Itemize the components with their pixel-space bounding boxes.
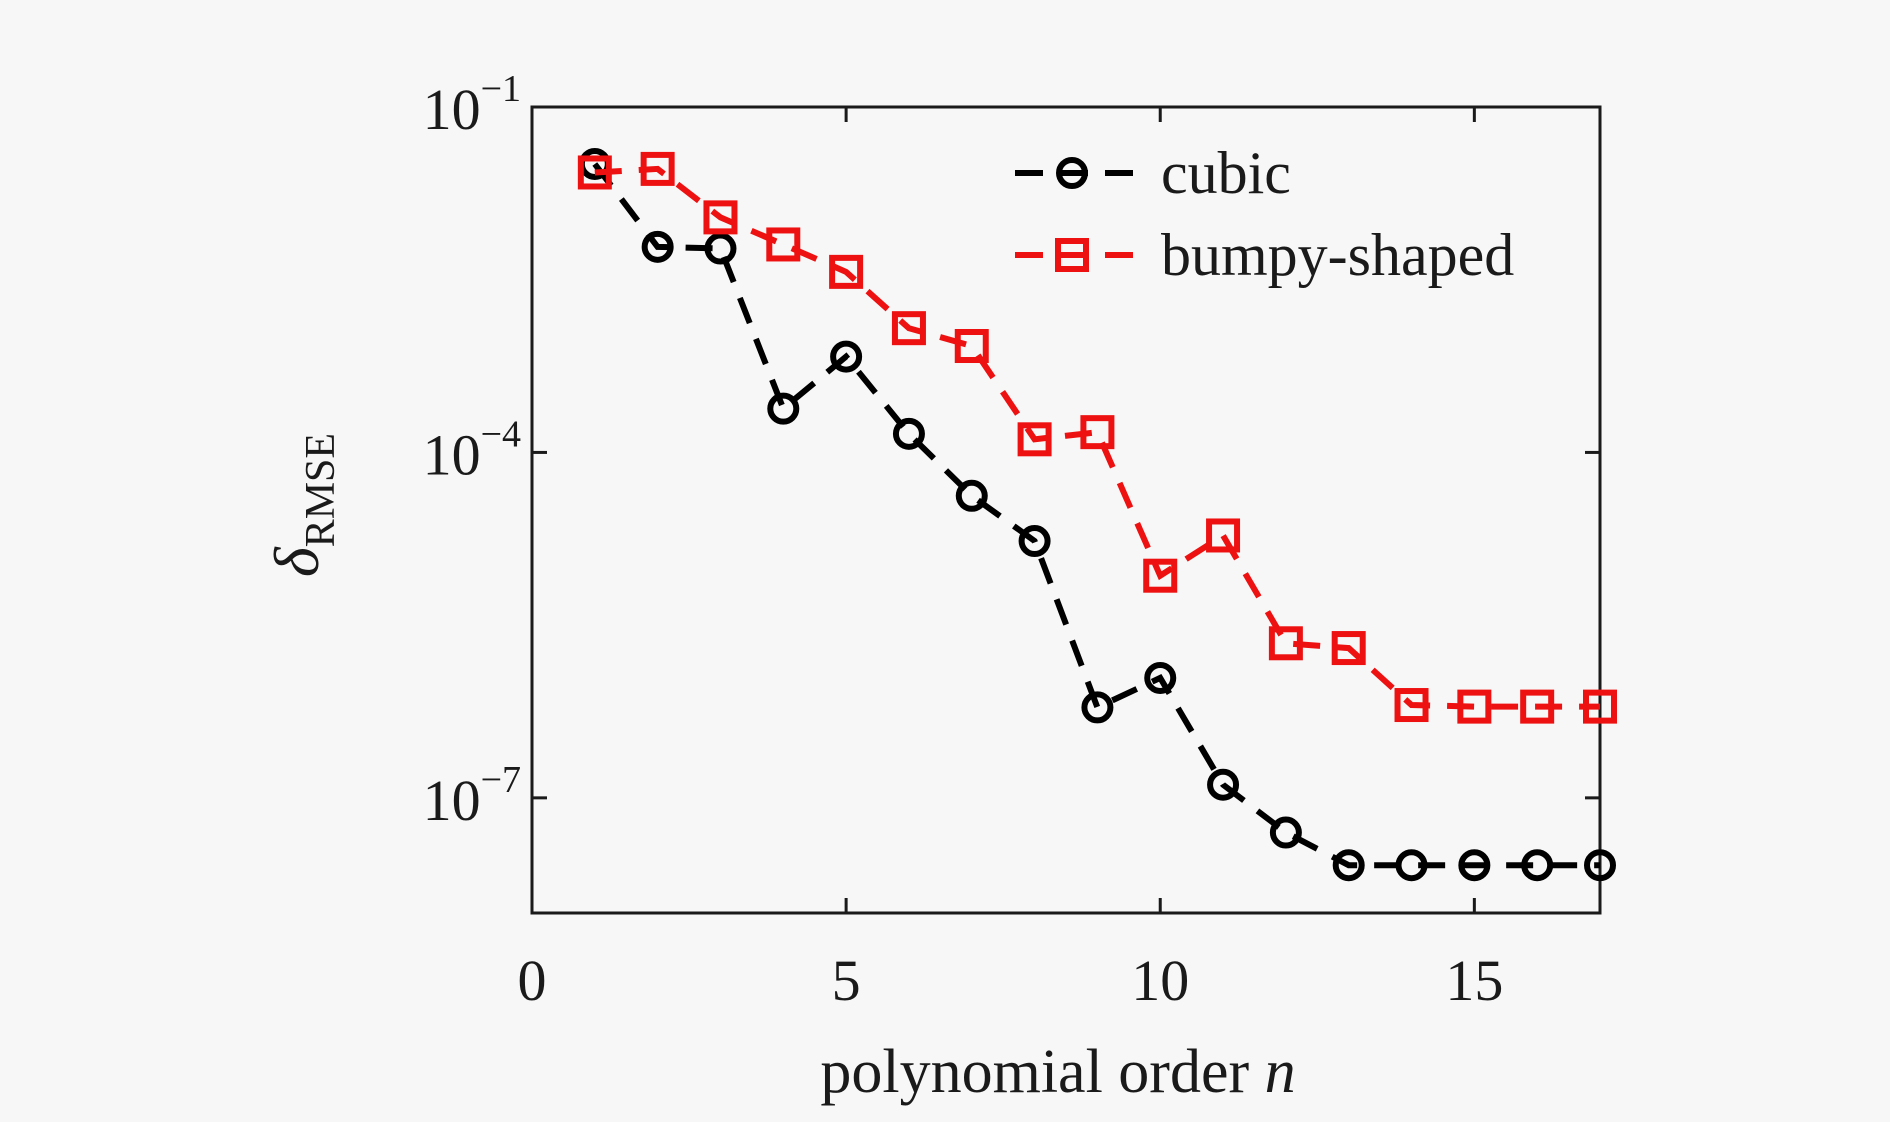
x-tick-label: 10 — [1131, 948, 1189, 1013]
series-bumpy-shaped-line — [594, 165, 1600, 710]
series-bumpy-shaped-marker — [1143, 558, 1178, 593]
x-tick-label: 15 — [1445, 948, 1503, 1013]
series-cubic-marker — [1332, 849, 1365, 882]
series-cubic-marker — [1018, 525, 1051, 558]
legend-entry-cubic: cubic — [1015, 140, 1291, 206]
series-bumpy-shaped-marker — [1331, 631, 1366, 666]
series-bumpy-shaped-marker — [891, 311, 926, 346]
series-cubic-marker — [1269, 816, 1302, 849]
series-bumpy-shaped-marker — [829, 254, 864, 289]
y-axis-label: δRMSE — [261, 433, 344, 577]
series-cubic-marker — [955, 479, 988, 512]
series-cubic-marker — [830, 340, 863, 373]
legend-marker-square — [1055, 238, 1089, 272]
plot-border — [530, 105, 1602, 915]
series-bumpy-shaped-marker — [1017, 422, 1052, 457]
series-cubic-marker — [1081, 691, 1114, 724]
x-axis-label: polynomial order n — [820, 1038, 1295, 1106]
x-tick-label: 5 — [832, 948, 861, 1013]
series-bumpy-shaped-marker — [1583, 689, 1617, 724]
series-bumpy-shaped-marker — [1457, 689, 1492, 724]
series-cubic-marker — [767, 392, 800, 425]
series-bumpy-shaped-marker — [1394, 688, 1429, 723]
legend-label: bumpy-shaped — [1161, 222, 1514, 288]
series-cubic-marker — [1144, 661, 1177, 694]
series-bumpy-shaped-marker — [766, 227, 801, 262]
legend-label: cubic — [1161, 140, 1291, 206]
y-tick-label: 10−4 — [423, 413, 521, 487]
series-cubic-marker — [1521, 849, 1554, 882]
series-bumpy-shaped-marker — [640, 151, 675, 186]
series-bumpy-shaped-marker — [577, 155, 612, 190]
x-tick-label: 0 — [518, 948, 547, 1013]
series-bumpy-shaped-marker — [1206, 518, 1241, 553]
series-cubic-marker — [892, 417, 925, 450]
series-bumpy-shaped-marker — [954, 329, 989, 364]
series-bumpy-shaped-marker — [1080, 415, 1115, 450]
y-tick-label: 10−7 — [423, 759, 521, 833]
series-cubic-marker — [1458, 849, 1491, 882]
series-bumpy-shaped-marker — [1268, 626, 1303, 661]
y-tick-label: 10−1 — [423, 68, 521, 142]
series-cubic-marker — [1395, 849, 1428, 882]
series-bumpy-shaped-marker — [1520, 689, 1555, 724]
legend-entry-bumpy-shaped: bumpy-shaped — [1015, 222, 1514, 288]
series-cubic-marker — [704, 232, 737, 265]
legend-marker-circle — [1056, 157, 1088, 189]
series-bumpy-shaped-marker — [703, 200, 738, 235]
series-cubic-marker — [1207, 768, 1240, 801]
legend: cubic bumpy-shaped — [1015, 140, 1514, 288]
series-cubic-marker — [641, 230, 674, 263]
series-cubic-line — [592, 162, 1600, 869]
series-cubic-marker — [1584, 849, 1616, 882]
